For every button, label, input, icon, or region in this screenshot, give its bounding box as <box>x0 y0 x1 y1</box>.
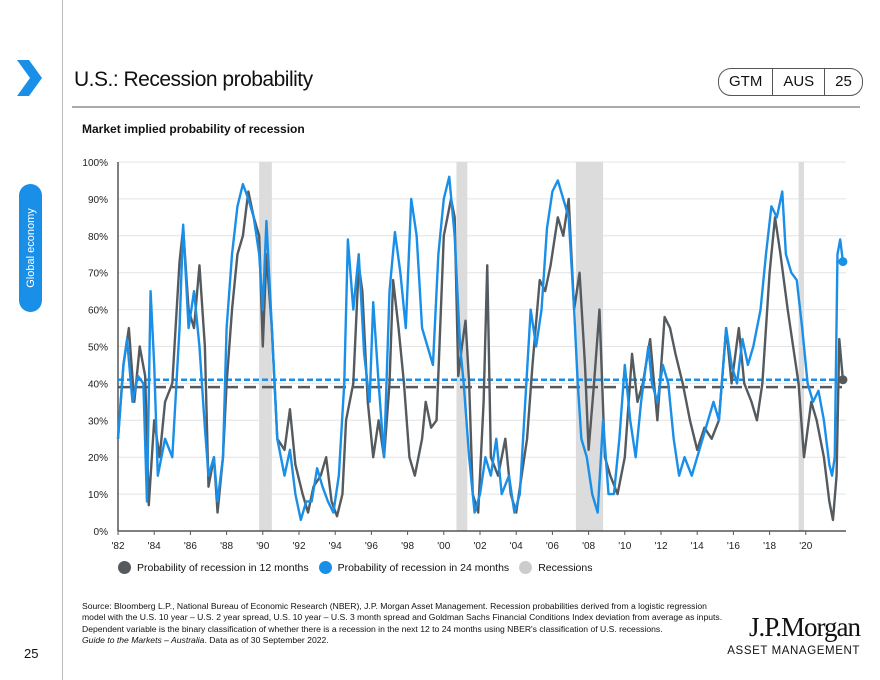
logo-main: J.P.Morgan <box>748 612 861 642</box>
section-tab-global-economy[interactable]: Global economy <box>19 184 42 312</box>
x-tick-label: '82 <box>111 541 124 552</box>
recession-probability-chart: 0% 10% 20% 30% 40% 50% 60% 70% 80% 90% 100% '82 '84 '… <box>82 158 848 552</box>
left-divider <box>62 0 63 680</box>
x-tick-label: '86 <box>184 541 197 552</box>
legend-swatch-24m <box>318 561 332 574</box>
x-tick-label: '14 <box>691 541 704 552</box>
x-tick-label: '96 <box>365 541 378 552</box>
x-tick-label: '94 <box>329 541 342 552</box>
jpmorgan-logo: J.P.Morgan ASSET MANAGEMENT <box>727 612 861 657</box>
y-tick-label: 70% <box>88 269 108 280</box>
recession-band <box>259 162 272 531</box>
title-rule <box>72 106 860 108</box>
legend-label-24m: Probability of recession in 24 months <box>337 561 510 574</box>
y-tick-label: 50% <box>88 343 108 354</box>
y-tick-label: 100% <box>82 158 108 169</box>
y-tick-label: 60% <box>88 306 108 317</box>
legend-label-recessions: Recessions <box>538 561 593 574</box>
y-tick-label: 10% <box>88 490 108 501</box>
x-tick-label: '88 <box>220 541 233 552</box>
x-tick-label: '18 <box>763 541 776 552</box>
series-12m-last-marker <box>838 375 848 385</box>
badge-page: 25 <box>824 69 862 95</box>
legend-swatch-12m <box>118 561 131 574</box>
chart-legend: Probability of recession in 12 months Pr… <box>118 561 592 574</box>
y-tick-label: 80% <box>88 232 108 243</box>
logo-sub: ASSET MANAGEMENT <box>727 645 860 657</box>
x-tick-label: '04 <box>510 541 523 552</box>
y-tick-label: 0% <box>94 527 109 538</box>
legend-label-12m: Probability of recession in 12 months <box>137 561 309 574</box>
x-tick-label: '06 <box>546 541 559 552</box>
x-tick-label: '90 <box>256 541 269 552</box>
legend-swatch-recessions <box>519 561 533 574</box>
x-tick-label: '16 <box>727 541 740 552</box>
x-tick-label: '98 <box>401 541 414 552</box>
y-tick-label: 40% <box>88 379 108 390</box>
guide-title: Guide to the Markets – Australia <box>82 634 205 645</box>
y-tick-label: 30% <box>88 416 108 427</box>
x-tick-label: '02 <box>473 541 486 552</box>
x-tick-label: '08 <box>582 541 595 552</box>
badge-gtm: GTM <box>729 73 763 90</box>
x-tick-label: '00 <box>437 541 450 552</box>
legend-item-12m: Probability of recession in 12 months <box>118 561 309 574</box>
data-as-of: . Data as of 30 September 2022. <box>204 634 329 645</box>
series-24m-line <box>116 175 845 522</box>
chevron-right-icon[interactable] <box>14 58 44 103</box>
badge-region: AUS <box>772 69 824 95</box>
page-number: 25 <box>24 646 39 661</box>
legend-item-recessions: Recessions <box>519 561 592 574</box>
y-tick-label: 90% <box>88 195 108 206</box>
x-tick-label: '12 <box>654 541 667 552</box>
y-tick-label: 20% <box>88 453 108 464</box>
x-tick-label: '92 <box>292 541 305 552</box>
source-text: Source: Bloomberg L.P., National Bureau … <box>82 601 723 634</box>
x-tick-label: '10 <box>618 541 631 552</box>
source-note: Source: Bloomberg L.P., National Bureau … <box>82 601 732 646</box>
page-title: U.S.: Recession probability <box>74 68 313 91</box>
series-24m-last-marker <box>838 257 848 267</box>
legend-item-24m: Probability of recession in 24 months <box>318 561 510 574</box>
gtm-badge: GTM AUS 25 <box>718 68 863 96</box>
recession-band <box>798 162 804 531</box>
x-tick-label: '84 <box>148 541 161 552</box>
chart-title: Market implied probability of recession <box>82 122 305 136</box>
x-tick-label: '20 <box>799 541 812 552</box>
